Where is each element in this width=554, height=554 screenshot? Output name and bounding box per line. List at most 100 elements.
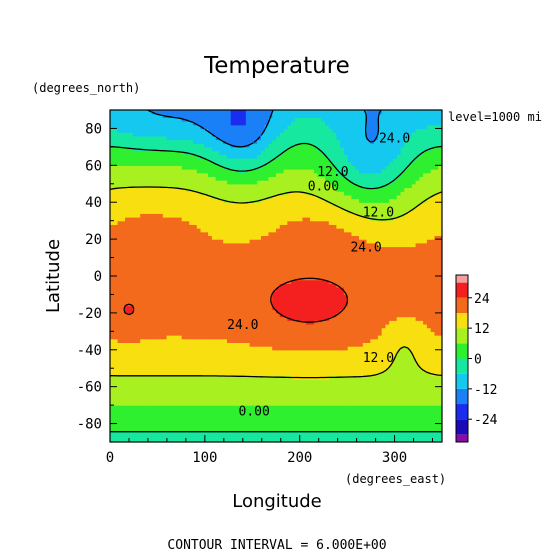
field-cell xyxy=(283,349,288,355)
field-cell xyxy=(249,320,254,325)
field-cell xyxy=(381,242,387,248)
field-cell xyxy=(238,323,243,329)
field-cell xyxy=(208,305,213,310)
field-cell xyxy=(362,434,368,439)
field-cell xyxy=(268,397,273,403)
field-cell xyxy=(332,309,337,314)
field-cell xyxy=(211,394,217,399)
field-cell xyxy=(234,250,239,255)
field-cell xyxy=(332,253,337,259)
field-cell xyxy=(151,276,156,281)
field-cell xyxy=(234,379,239,384)
field-cell xyxy=(121,298,126,303)
field-cell xyxy=(268,401,273,406)
field-cell xyxy=(343,360,349,366)
field-cell xyxy=(355,261,360,266)
field-cell xyxy=(343,272,349,277)
field-cell xyxy=(343,305,349,310)
field-cell xyxy=(264,394,270,399)
field-cell xyxy=(174,257,179,262)
field-cell xyxy=(366,279,371,284)
field-cell xyxy=(196,397,202,403)
field-cell xyxy=(121,272,126,277)
field-cell xyxy=(362,331,368,336)
field-cell xyxy=(110,357,115,362)
field-cell xyxy=(389,268,394,273)
field-cell xyxy=(147,268,153,273)
field-cell xyxy=(279,342,285,347)
field-cell xyxy=(351,264,356,270)
field-cell xyxy=(257,427,262,432)
field-cell xyxy=(325,257,330,262)
field-cell xyxy=(208,261,213,266)
field-cell xyxy=(117,438,122,442)
field-cell xyxy=(260,309,266,314)
field-cell xyxy=(359,294,364,299)
field-cell xyxy=(147,419,153,425)
field-cell xyxy=(113,438,119,442)
field-cell xyxy=(389,423,394,428)
field-cell xyxy=(245,427,251,432)
field-cell xyxy=(242,264,247,270)
field-cell xyxy=(396,394,402,399)
field-cell xyxy=(230,416,236,421)
field-cell xyxy=(260,283,266,288)
field-cell xyxy=(279,335,285,340)
field-cell xyxy=(415,382,420,388)
field-cell xyxy=(419,261,424,266)
field-cell xyxy=(419,283,424,288)
field-cell xyxy=(238,419,243,425)
field-cell xyxy=(181,301,187,307)
field-cell xyxy=(294,268,300,273)
field-cell xyxy=(389,253,394,259)
field-cell xyxy=(215,290,221,296)
field-cell xyxy=(411,272,417,277)
field-cell xyxy=(426,301,432,307)
field-cell xyxy=(362,394,368,399)
field-cell xyxy=(162,261,168,266)
field-cell xyxy=(377,279,383,284)
field-cell xyxy=(140,382,145,388)
field-cell xyxy=(362,427,368,432)
field-cell xyxy=(147,438,153,442)
field-cell xyxy=(260,405,266,410)
field-cell xyxy=(336,408,341,414)
field-cell xyxy=(132,364,138,369)
field-cell xyxy=(159,335,164,340)
field-cell xyxy=(291,242,296,248)
field-cell xyxy=(159,261,164,266)
field-cell xyxy=(245,323,251,329)
field-cell xyxy=(162,283,168,288)
field-cell xyxy=(279,408,285,414)
field-cell xyxy=(242,235,247,240)
field-cell xyxy=(351,394,356,399)
field-cell xyxy=(343,401,349,406)
field-cell xyxy=(272,412,277,417)
field-cell xyxy=(374,430,379,436)
field-cell xyxy=(257,375,262,380)
field-cell xyxy=(434,364,439,369)
field-cell xyxy=(121,416,126,421)
field-cell xyxy=(298,357,304,362)
field-cell xyxy=(396,272,402,277)
field-cell xyxy=(385,283,390,288)
field-cell xyxy=(283,401,288,406)
field-cell xyxy=(332,335,337,340)
field-cell xyxy=(396,371,402,377)
field-cell xyxy=(242,416,247,421)
field-cell xyxy=(174,283,179,288)
field-cell xyxy=(268,408,273,414)
field-cell xyxy=(151,287,156,292)
field-cell xyxy=(366,405,371,410)
field-cell xyxy=(181,261,187,266)
field-cell xyxy=(257,368,262,373)
field-cell xyxy=(294,320,300,325)
field-cell xyxy=(411,427,417,432)
field-cell xyxy=(264,239,270,244)
field-cell xyxy=(374,342,379,347)
field-cell xyxy=(276,257,281,262)
field-cell xyxy=(381,301,387,307)
field-cell xyxy=(392,364,398,369)
field-cell xyxy=(351,349,356,355)
field-cell xyxy=(302,268,307,273)
